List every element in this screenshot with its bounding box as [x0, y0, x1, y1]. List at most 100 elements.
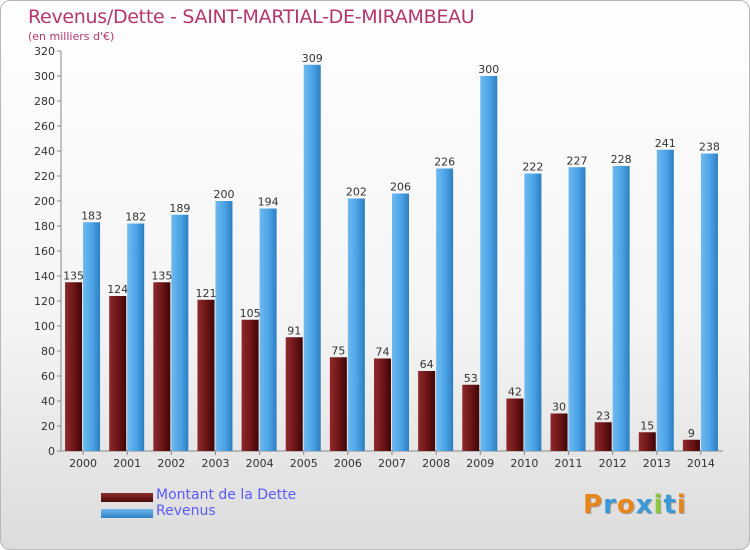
- dette-bar: [197, 299, 215, 451]
- revenus-value-label: 241: [655, 137, 676, 150]
- x-axis: 2000 2001 2002 2003 2004 2005 2006 2007 2008 2009…: [61, 450, 723, 470]
- revenus-bar: [171, 214, 189, 451]
- dette-value-label: 91: [287, 324, 301, 337]
- dette-value-label: 15: [640, 419, 654, 432]
- dette-value-label: 135: [63, 269, 84, 282]
- logo-letter: i: [653, 490, 664, 520]
- x-tick-label: 2014: [687, 457, 715, 470]
- revenus-value-label: 189: [169, 202, 190, 215]
- y-tick-label: 0: [48, 445, 55, 458]
- x-tick-label: 2002: [157, 457, 185, 470]
- logo-letter: t: [663, 490, 677, 520]
- dette-value-label: 74: [376, 346, 390, 359]
- logo-letter: i: [676, 490, 687, 520]
- revenus-bar: [303, 64, 321, 451]
- dette-value-label: 75: [331, 344, 345, 357]
- dette-value-label: 30: [552, 401, 566, 414]
- revenus-value-label: 200: [213, 188, 234, 201]
- revenus-value-label: 202: [346, 186, 367, 199]
- dette-value-label: 121: [195, 287, 216, 300]
- y-tick-label: 60: [41, 370, 55, 383]
- dette-bar: [462, 384, 480, 451]
- y-tick-label: 200: [34, 195, 55, 208]
- logo-letter: x: [635, 490, 654, 520]
- revenus-bar: [347, 198, 365, 451]
- dette-bar: [153, 282, 171, 451]
- revenus-value-label: 222: [522, 161, 543, 174]
- revenus-bar: [436, 168, 454, 451]
- dette-bar: [109, 296, 127, 451]
- revenus-value-label: 226: [434, 156, 455, 169]
- revenus-bar: [612, 166, 630, 451]
- logo-letter: o: [616, 490, 636, 520]
- dette-bar: [550, 413, 568, 451]
- y-tick-label: 220: [34, 170, 55, 183]
- dette-value-label: 105: [240, 307, 261, 320]
- revenus-bar: [700, 153, 718, 451]
- y-tick-label: 120: [34, 295, 55, 308]
- revenus-bar: [392, 193, 409, 451]
- dette-bar: [418, 371, 436, 451]
- revenus-bar: [480, 76, 498, 451]
- dette-bar: [65, 282, 83, 451]
- legend-label-dette: Montant de la Dette: [156, 487, 297, 503]
- logo-letter: r: [603, 490, 617, 520]
- dette-value-label: 64: [420, 358, 434, 371]
- dette-value-label: 9: [688, 427, 695, 440]
- dette-bar: [506, 398, 524, 451]
- x-tick-label: 2013: [643, 457, 671, 470]
- y-tick-label: 280: [34, 95, 55, 108]
- logo-letter: P: [583, 490, 604, 520]
- legend-swatch-revenus: [101, 509, 153, 518]
- revenus-bar: [656, 149, 674, 451]
- x-tick-label: 2005: [290, 457, 318, 470]
- revenus-value-label: 228: [611, 153, 632, 166]
- y-tick-label: 300: [34, 70, 55, 83]
- chart-title: Revenus/Dette - SAINT-MARTIAL-DE-MIRAMBE…: [28, 6, 475, 28]
- dette-bar: [241, 319, 259, 451]
- revenus-bar: [568, 167, 586, 451]
- dette-bar: [682, 439, 700, 451]
- legend-label-revenus: Revenus: [156, 503, 216, 519]
- revenus-value-label: 238: [699, 141, 720, 154]
- dette-value-label: 53: [464, 372, 478, 385]
- dette-bar: [329, 357, 347, 451]
- dette-bar: [285, 337, 303, 451]
- x-tick-label: 2004: [246, 457, 274, 470]
- dette-value-label: 135: [151, 269, 172, 282]
- revenus-value-label: 309: [302, 52, 323, 65]
- revenus-bar: [259, 208, 277, 451]
- proxiti-logo: Proxiti: [583, 490, 687, 520]
- x-tick-label: 2001: [113, 457, 141, 470]
- revenus-bar: [524, 173, 542, 451]
- x-tick-label: 2008: [422, 457, 450, 470]
- x-tick-label: 2011: [555, 457, 583, 470]
- y-tick-label: 100: [34, 320, 55, 333]
- y-tick-label: 40: [41, 395, 55, 408]
- y-tick-label: 140: [34, 270, 55, 283]
- revenus-value-label: 227: [567, 154, 588, 167]
- revenus-value-label: 206: [390, 181, 411, 194]
- y-tick-label: 160: [34, 245, 55, 258]
- x-tick-label: 2007: [378, 457, 406, 470]
- dette-bar: [594, 422, 612, 451]
- y-tick-label: 320: [34, 45, 55, 58]
- revenus-bar: [83, 222, 101, 451]
- dette-value-label: 23: [596, 409, 610, 422]
- x-tick-label: 2009: [466, 457, 494, 470]
- y-tick-label: 20: [41, 420, 55, 433]
- dette-value-label: 124: [107, 283, 128, 296]
- chart-subtitle: (en milliers d'€): [28, 30, 115, 43]
- x-tick-label: 2010: [510, 457, 538, 470]
- revenus-value-label: 182: [125, 211, 146, 224]
- y-tick-label: 260: [34, 120, 55, 133]
- y-axis: 0 20 40 60 80 100 120 140 160 180 200 220 240 260 280 3…: [34, 45, 62, 458]
- revenus-bar: [127, 223, 145, 451]
- y-tick-label: 80: [41, 345, 55, 358]
- x-tick-label: 2012: [599, 457, 627, 470]
- dette-value-label: 42: [508, 386, 522, 399]
- bars: 135 124 135 121 105 91 75 74 64 53 42 30 23 15 9 183 182…: [63, 52, 720, 451]
- revenus-value-label: 183: [81, 209, 102, 222]
